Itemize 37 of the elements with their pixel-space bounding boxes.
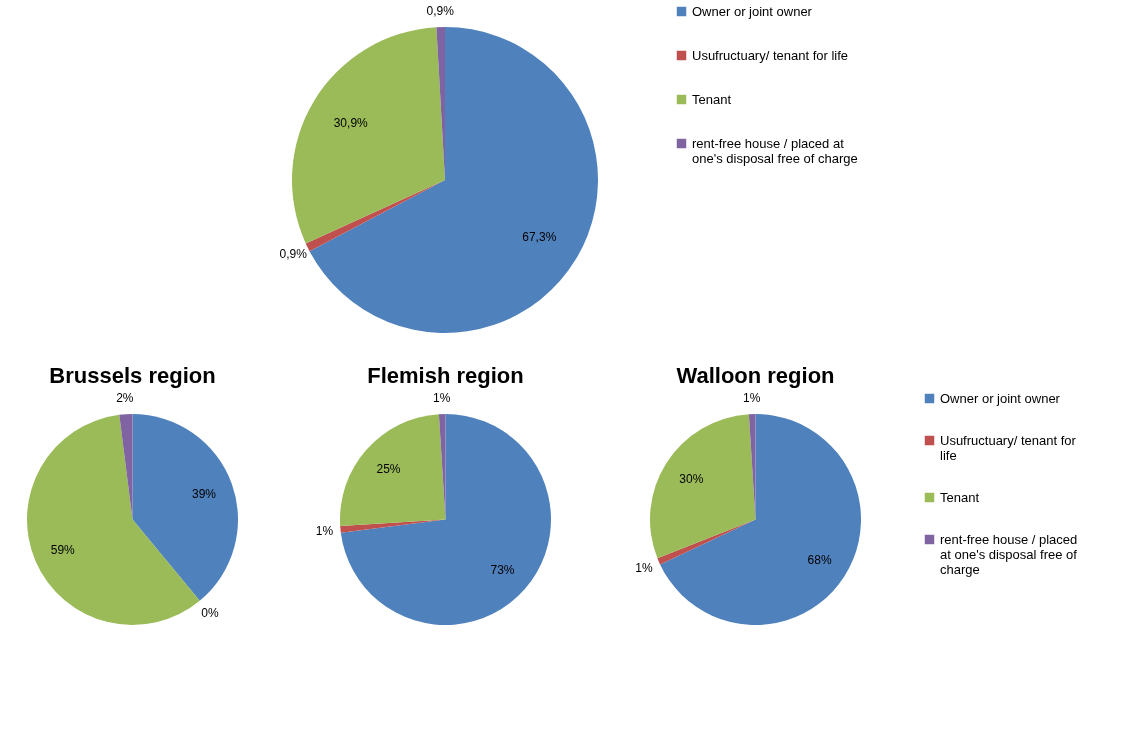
pie-slice — [650, 414, 756, 559]
data-label: 68% — [807, 553, 832, 568]
legend-label: Owner or joint owner — [692, 3, 813, 19]
data-label: 1% — [743, 391, 761, 406]
pie-slice — [340, 414, 551, 625]
data-label: 2% — [116, 391, 134, 406]
legend-label: Usufructuary/ tenant for life — [940, 432, 1077, 463]
legend-label: Tenant — [940, 489, 980, 505]
data-label: 0,9% — [426, 4, 455, 19]
pie-slice — [132, 414, 238, 601]
pie-slice — [340, 414, 446, 527]
data-label: 0,9% — [279, 247, 308, 262]
pie-slice — [660, 414, 861, 625]
data-label: 73% — [490, 562, 515, 577]
data-label: 67,3% — [522, 229, 557, 244]
data-label: 39% — [191, 486, 217, 501]
data-label: 1% — [433, 391, 451, 406]
data-label: 1% — [315, 523, 334, 538]
chart-title: Flemish region — [367, 363, 524, 388]
legend-label: Usufructuary/ tenant for life — [692, 47, 849, 63]
pie-slice — [292, 27, 445, 244]
legend-label: rent-free house / placed at one's disposal free of charge — [692, 135, 858, 166]
pie-slice — [309, 27, 598, 333]
pie-slice — [748, 414, 756, 520]
data-label: 1% — [635, 560, 653, 575]
data-label: 30,9% — [333, 116, 369, 131]
text: 0% — [201, 606, 219, 621]
legend-label: rent-free house / placed at one's disposal free of charge — [940, 531, 1078, 577]
pie-slice — [438, 414, 446, 520]
chart-title: Walloon region — [676, 363, 835, 388]
data-label: 25% — [376, 462, 401, 477]
pie-slice — [119, 414, 133, 520]
chart-title: Brussels region — [49, 363, 216, 388]
data-label: 30% — [679, 471, 704, 486]
legend-label: Owner or joint owner — [940, 390, 1061, 406]
data-label: 59% — [50, 542, 76, 557]
legend-label: Tenant — [692, 91, 732, 107]
